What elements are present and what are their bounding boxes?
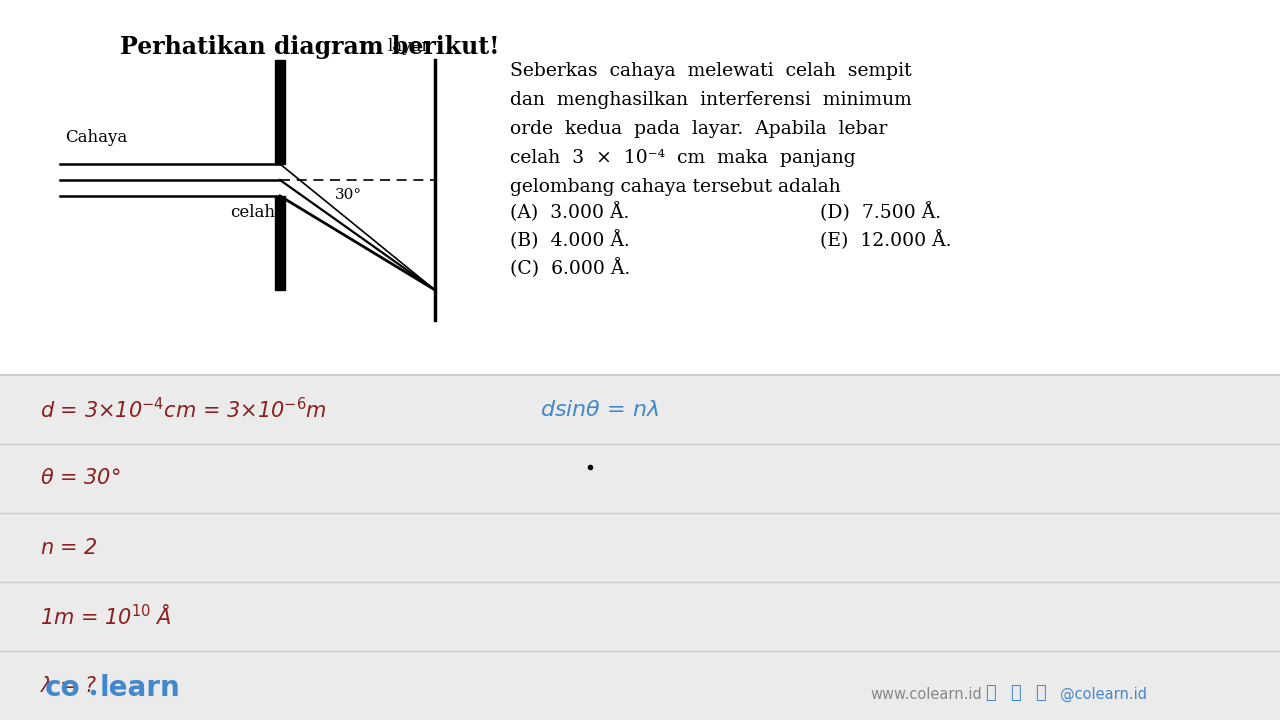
Text: celah  3  ×  10⁻⁴  cm  maka  panjang: celah 3 × 10⁻⁴ cm maka panjang: [509, 149, 855, 167]
Text: (D)  7.500 Å.: (D) 7.500 Å.: [820, 202, 941, 222]
Text: : : [1010, 684, 1020, 702]
Text: $\theta$ = 30°: $\theta$ = 30°: [40, 469, 120, 488]
Text: (A)  3.000 Å.: (A) 3.000 Å.: [509, 202, 630, 222]
Text: dan  menghasilkan  interferensi  minimum: dan menghasilkan interferensi minimum: [509, 91, 911, 109]
Text: orde  kedua  pada  layar.  Apabila  lebar: orde kedua pada layar. Apabila lebar: [509, 120, 887, 138]
Text: layar: layar: [388, 38, 430, 55]
Text: 1m = 10$^{10}$ Å: 1m = 10$^{10}$ Å: [40, 604, 172, 629]
Text: : : [986, 684, 996, 702]
Text: $d$ = 3×10$^{-4}$cm = 3×10$^{-6}$m: $d$ = 3×10$^{-4}$cm = 3×10$^{-6}$m: [40, 397, 326, 422]
Text: : : [1036, 684, 1046, 702]
Bar: [275, 60, 285, 164]
Text: Perhatikan diagram berikut!: Perhatikan diagram berikut!: [120, 35, 499, 59]
Text: (E)  12.000 Å.: (E) 12.000 Å.: [820, 230, 951, 250]
Text: (C)  6.000 Å.: (C) 6.000 Å.: [509, 258, 630, 278]
Bar: [0, 375, 1280, 720]
Text: 30°: 30°: [335, 188, 362, 202]
Text: Cahaya: Cahaya: [65, 129, 127, 146]
Text: Seberkas  cahaya  melewati  celah  sempit: Seberkas cahaya melewati celah sempit: [509, 62, 911, 80]
Text: $n$ = 2: $n$ = 2: [40, 538, 99, 557]
Text: (B)  4.000 Å.: (B) 4.000 Å.: [509, 230, 630, 250]
Text: celah: celah: [230, 204, 275, 221]
Text: $d$sin$\theta$ = $n\lambda$: $d$sin$\theta$ = $n\lambda$: [540, 400, 659, 420]
Text: co: co: [45, 674, 81, 702]
Text: learn: learn: [100, 674, 180, 702]
Text: @colearn.id: @colearn.id: [1060, 687, 1147, 702]
Text: $\lambda$ = ?: $\lambda$ = ?: [40, 675, 97, 696]
Bar: [0, 0, 1280, 375]
Text: www.colearn.id: www.colearn.id: [870, 687, 982, 702]
Bar: [275, 196, 285, 290]
Text: gelombang cahaya tersebut adalah: gelombang cahaya tersebut adalah: [509, 178, 841, 196]
